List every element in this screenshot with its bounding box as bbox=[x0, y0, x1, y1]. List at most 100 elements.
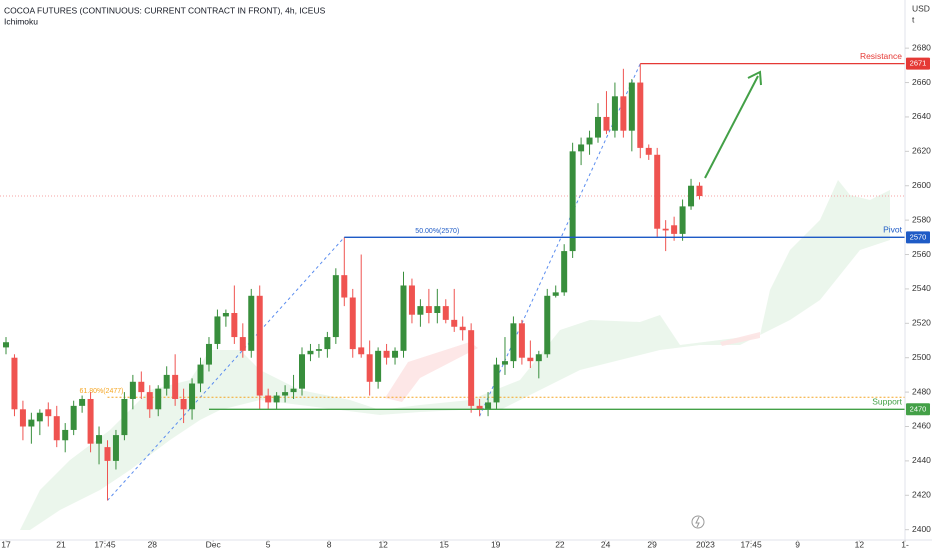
candle-body bbox=[79, 398, 86, 406]
level-name: Support bbox=[872, 397, 902, 407]
candle-body bbox=[552, 292, 559, 296]
candle-body bbox=[603, 116, 610, 131]
candle-body bbox=[28, 419, 35, 427]
candle-body bbox=[628, 82, 635, 131]
plot-area bbox=[20, 180, 890, 530]
candle-body bbox=[96, 435, 103, 444]
ichimoku-cloud-bear bbox=[385, 342, 478, 402]
price-axis bbox=[905, 0, 932, 550]
candle-body bbox=[273, 395, 280, 403]
candle-body bbox=[307, 350, 314, 355]
candle-body bbox=[180, 398, 187, 410]
candle-body bbox=[671, 225, 678, 234]
x-tick-label: 9 bbox=[795, 539, 800, 549]
candle-body bbox=[544, 295, 551, 355]
candle-body bbox=[248, 295, 255, 351]
y-tick-label: 2460 bbox=[912, 421, 931, 431]
candle-body bbox=[282, 392, 289, 396]
arrow bbox=[704, 70, 762, 179]
candle-body bbox=[569, 151, 576, 252]
x-tick-label: 12 bbox=[378, 539, 388, 549]
price-tag-label: 2570 bbox=[910, 232, 927, 241]
candle-body bbox=[104, 447, 111, 461]
event-icon-bolt bbox=[695, 516, 700, 528]
candle-body bbox=[662, 228, 669, 231]
candle-body bbox=[138, 381, 145, 393]
candle-body bbox=[87, 398, 94, 444]
candle-body bbox=[425, 306, 432, 313]
y-tick-label: 2600 bbox=[912, 180, 931, 190]
candle-body bbox=[417, 306, 424, 315]
y-tick-label: 2660 bbox=[912, 77, 931, 87]
candle-body bbox=[222, 312, 229, 317]
candle-body bbox=[265, 395, 272, 403]
x-tick-label: 12 bbox=[855, 539, 865, 549]
x-tick-label: 5 bbox=[266, 539, 271, 549]
candle-body bbox=[341, 275, 348, 298]
candle-body bbox=[578, 144, 585, 152]
candle-body bbox=[620, 96, 627, 131]
candle-body bbox=[70, 405, 77, 430]
candle-body bbox=[121, 398, 128, 436]
candle-body bbox=[324, 337, 331, 350]
price-tag-label: 2470 bbox=[910, 404, 927, 413]
event-icon[interactable] bbox=[691, 515, 705, 529]
candle-body bbox=[637, 82, 644, 148]
candle-body bbox=[654, 154, 661, 229]
x-tick-label: 19 bbox=[491, 539, 501, 549]
candle-body bbox=[383, 350, 390, 358]
fib-label: 61.80%(2477) bbox=[79, 388, 123, 395]
y-tick-label: 2540 bbox=[912, 283, 931, 293]
candle-body bbox=[129, 381, 136, 399]
candle-body bbox=[476, 405, 483, 410]
candle-body bbox=[696, 185, 703, 197]
y-tick-label: 2440 bbox=[912, 455, 931, 465]
y-tick-label: 2560 bbox=[912, 249, 931, 259]
y-tick-label: 2500 bbox=[912, 352, 931, 362]
candle-body bbox=[392, 350, 399, 358]
candle-body bbox=[53, 416, 60, 441]
x-tick-label: Dec bbox=[206, 539, 222, 549]
x-tick-label: 8 bbox=[327, 539, 332, 549]
level-name: Resistance bbox=[860, 51, 902, 61]
candle-body bbox=[366, 354, 373, 382]
candle-body bbox=[332, 275, 339, 338]
axes: 2400 2420 2440 2460 2480 2500 2520 2540 2560 2580… bbox=[1, 42, 931, 549]
y-tick-label: 2400 bbox=[912, 524, 931, 534]
candle-body bbox=[400, 285, 407, 351]
fib-label: 50.00%(2570) bbox=[415, 228, 459, 235]
x-tick-label: 1- bbox=[901, 539, 909, 549]
x-tick-label: 29 bbox=[647, 539, 657, 549]
candle-body bbox=[358, 347, 365, 355]
candle-body bbox=[205, 343, 212, 365]
candle-body bbox=[493, 364, 500, 403]
candle-body bbox=[434, 306, 441, 313]
candle-body bbox=[679, 206, 686, 234]
candle-body bbox=[231, 312, 238, 338]
chart-title: COCOA FUTURES (CONTINUOUS: CURRENT CONTR… bbox=[4, 5, 326, 15]
fib-trend-line bbox=[479, 63, 641, 417]
x-tick-label: 17:45 bbox=[740, 539, 762, 549]
candle-body bbox=[256, 295, 263, 396]
candle-body bbox=[11, 357, 18, 410]
candle-body bbox=[611, 96, 618, 131]
fib-trend-line bbox=[107, 236, 345, 501]
candle-body bbox=[299, 354, 306, 389]
y-tick-label: 2520 bbox=[912, 318, 931, 328]
candle-body bbox=[527, 357, 534, 362]
candle-body bbox=[3, 342, 10, 348]
candle-body bbox=[451, 319, 458, 327]
forecast-arrow bbox=[704, 75, 759, 179]
candle-body bbox=[535, 354, 542, 362]
x-tick-label: 17:45 bbox=[94, 539, 116, 549]
y-tick-label: 2480 bbox=[912, 386, 931, 396]
candle-body bbox=[112, 435, 119, 461]
candle-body bbox=[155, 388, 162, 410]
candle-body bbox=[510, 323, 517, 362]
arrow-head bbox=[747, 70, 762, 86]
ichimoku-cloud-bear bbox=[720, 332, 760, 346]
y-tick-label: 2580 bbox=[912, 214, 931, 224]
level-name: Pivot bbox=[883, 225, 903, 235]
